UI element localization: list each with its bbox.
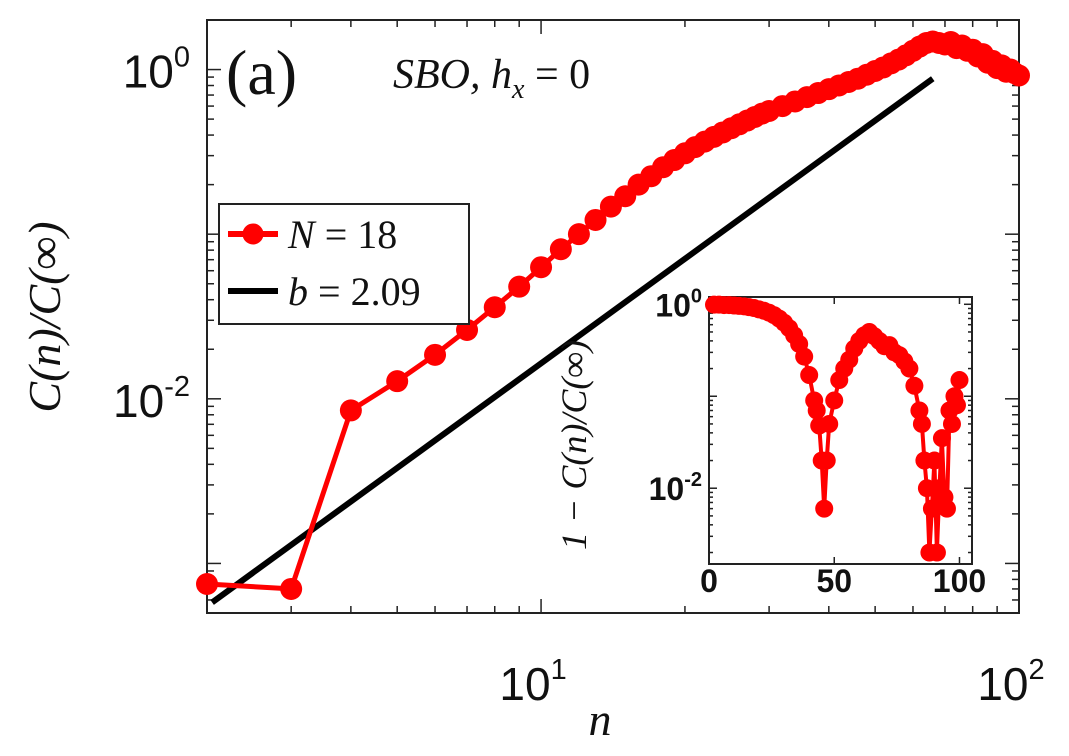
legend-box — [218, 203, 470, 325]
main-axis-ticks — [206, 19, 1020, 614]
legend-fit-eq: = — [308, 269, 351, 314]
legend-n18-eq: = — [315, 212, 358, 257]
title-pre: SBO, h — [393, 52, 512, 98]
inset-data-point — [937, 499, 956, 518]
data-point — [584, 208, 607, 231]
inset-axis-ticks — [708, 297, 972, 564]
inset-y-tick-label-1-exp: 0 — [691, 285, 702, 307]
y-tick-label-1-base: 10 — [123, 46, 174, 98]
legend-marker-n18 — [242, 223, 264, 245]
inset-y-tick-label-0-exp: -2 — [684, 469, 702, 491]
data-point — [567, 223, 590, 246]
y-tick-label-1-exp: 0 — [174, 42, 190, 74]
data-point — [549, 238, 572, 261]
inset-x-tick-label-0-base: 0 — [700, 563, 718, 599]
legend-entry-fit: b = 2.09 — [288, 269, 421, 314]
inset-y-tick-label-0: 10-2 — [649, 469, 702, 507]
y-tick-label-0-base: 10 — [113, 375, 164, 427]
y-tick-label-0-exp: -2 — [164, 371, 190, 403]
legend-fit-rhs: 2.09 — [351, 269, 421, 314]
y-tick-label-0: 10-2 — [113, 371, 190, 427]
data-point — [530, 256, 553, 279]
x-tick-labels: 101 102 — [499, 654, 1044, 710]
inset-data-point — [922, 499, 941, 518]
inset-data-point — [932, 429, 951, 448]
data-point — [339, 399, 362, 422]
x-tick-label-0-exp: 1 — [551, 654, 567, 686]
fit-line — [210, 76, 935, 605]
inset-data-point — [900, 359, 919, 378]
inset-data-point — [795, 347, 814, 366]
x-tick-label-1: 102 — [977, 654, 1044, 710]
data-point — [508, 275, 531, 298]
legend-fit-lhs: b — [288, 269, 308, 314]
data-point — [196, 573, 218, 596]
inset-y-axis-label: 1 − C(n)/C(∞) — [554, 340, 594, 550]
data-point — [483, 296, 506, 319]
inset-data-point — [917, 479, 936, 498]
x-tick-label-0: 101 — [499, 654, 566, 710]
inset-x-tick-label-2-base: 100 — [933, 563, 986, 599]
inset-data-point — [807, 401, 826, 420]
data-point — [386, 370, 409, 393]
inset-y-tick-label-1: 100 — [655, 285, 702, 323]
legend-n18-lhs: N — [287, 212, 317, 257]
inset-data-point — [820, 414, 839, 433]
inset-data-point — [910, 401, 929, 420]
x-tick-label-1-base: 10 — [977, 658, 1028, 710]
data-point — [280, 577, 303, 600]
data-point — [424, 343, 447, 366]
data-point — [1008, 64, 1030, 87]
legend-entry-n18: N = 18 — [287, 212, 397, 257]
x-tick-label-0-base: 10 — [499, 658, 550, 710]
inset-data-point — [825, 391, 844, 410]
y-axis-label: C(n)/C(∞) — [19, 221, 70, 412]
inset-data-point — [815, 499, 834, 518]
x-axis-label: n — [589, 694, 612, 745]
inset-data-point — [950, 371, 969, 390]
panel-label: (a) — [226, 37, 297, 108]
inset-x-tick-label-1: 50 — [816, 563, 852, 599]
chart-title: SBO, hx = 0 — [393, 52, 590, 105]
inset-x-tick-label-1-base: 50 — [816, 563, 852, 599]
inset-y-tick-label-1-base: 10 — [655, 287, 691, 323]
inset-data-point — [942, 414, 961, 433]
y-tick-label-1: 100 — [123, 42, 190, 98]
fit-line-layer — [210, 76, 935, 605]
legend-n18-rhs: 18 — [357, 212, 397, 257]
inset-data-point — [912, 414, 931, 433]
inset-y-tick-label-0-base: 10 — [649, 471, 685, 507]
inset-data-series-layer — [705, 295, 969, 562]
inset-x-tick-label-0: 0 — [700, 563, 718, 599]
inset-x-tick-labels: 0 50 100 — [700, 563, 986, 599]
inset-x-tick-label-2: 100 — [933, 563, 986, 599]
title-sub: x — [511, 74, 525, 105]
inset-data-point — [905, 376, 924, 395]
legend: N = 18 b = 2.09 — [218, 203, 470, 325]
inset-data-point — [925, 451, 944, 470]
inset-data-point — [817, 451, 836, 470]
inset-data-point — [800, 366, 819, 385]
x-tick-label-1-exp: 2 — [1029, 654, 1045, 686]
inset-data-point — [927, 543, 946, 562]
inset-data-point — [947, 396, 966, 415]
title-post: = 0 — [524, 52, 590, 98]
